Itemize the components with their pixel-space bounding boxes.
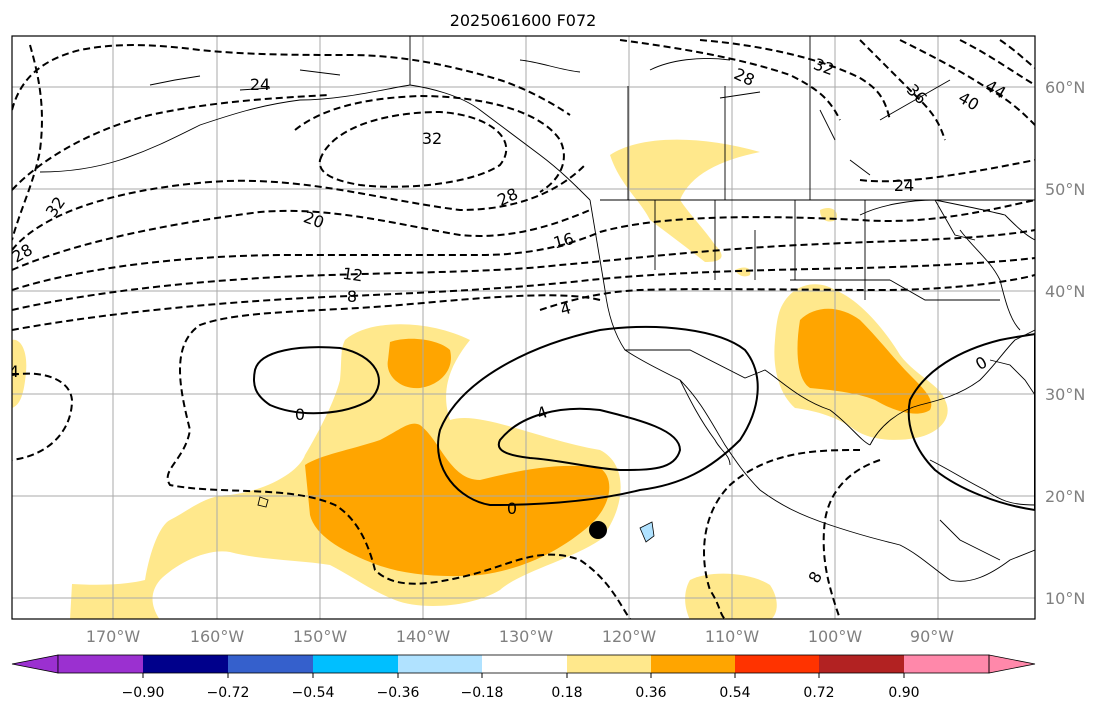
colorbar-tick-label: 0.90 xyxy=(888,685,919,701)
longitude-labels: 170°W 160°W 150°W 140°W 130°W 120°W 110°… xyxy=(86,627,954,646)
colorbar-segment xyxy=(313,655,398,673)
contour-label: 16 xyxy=(551,229,576,253)
map-area: 24 32 28 32 20 28 16 12 8 4 4 0 4 0 0 8 … xyxy=(9,36,1035,619)
contour-label: 4 xyxy=(9,362,19,381)
colorbar-tick-label: 0.36 xyxy=(635,685,666,701)
contour-label: 24 xyxy=(250,75,270,94)
colorbar-ticks xyxy=(142,673,905,678)
colorbar-tick-labels: −0.90 −0.72 −0.54 −0.36 −0.18 0.18 0.36 … xyxy=(122,685,920,701)
latitude-labels: 60°N 50°N 40°N 30°N 20°N 10°N xyxy=(1045,78,1085,608)
contour-label: 4 xyxy=(558,298,573,319)
solid-contours xyxy=(252,325,1035,512)
contour-label: 12 xyxy=(341,264,364,286)
contour-label: 24 xyxy=(894,176,914,195)
colorbar-segment xyxy=(143,655,228,673)
lon-label: 90°W xyxy=(910,627,954,646)
map-title: 2025061600 F072 xyxy=(450,11,597,30)
colorbar-segment xyxy=(482,655,567,673)
contour-label: 0 xyxy=(295,405,305,424)
colorbar-segment xyxy=(398,655,482,673)
lon-label: 130°W xyxy=(499,627,554,646)
colorbar-tick-label: 0.54 xyxy=(719,685,750,701)
colorbar: −0.90 −0.72 −0.54 −0.36 −0.18 0.18 0.36 … xyxy=(11,654,1036,701)
lat-label: 50°N xyxy=(1045,180,1085,199)
colorbar-tick-label: −0.72 xyxy=(207,685,250,701)
contour-label: 8 xyxy=(347,287,357,306)
colorbar-segment xyxy=(228,655,313,673)
colorbar-segment xyxy=(735,655,819,673)
lon-label: 110°W xyxy=(705,627,760,646)
lat-label: 30°N xyxy=(1045,385,1085,404)
coastlines xyxy=(39,36,1035,582)
map-frame xyxy=(11,35,1036,620)
island-shading xyxy=(639,521,655,543)
colorbar-tick-label: 0.72 xyxy=(803,685,834,701)
colorbar-extend-low xyxy=(11,654,59,674)
colorbar-tick-label: −0.54 xyxy=(292,685,335,701)
lon-label: 150°W xyxy=(293,627,348,646)
lon-label: 140°W xyxy=(396,627,451,646)
colorbar-segment xyxy=(567,655,651,673)
shading-dark xyxy=(305,308,932,577)
colorbar-segment xyxy=(904,655,989,673)
colorbar-segment xyxy=(651,655,735,673)
colorbar-extend-high xyxy=(988,654,1036,674)
lat-label: 10°N xyxy=(1045,589,1085,608)
colorbar-tick-label: −0.18 xyxy=(461,685,504,701)
contour-label: 32 xyxy=(422,129,442,148)
colorbar-segment xyxy=(819,655,904,673)
lon-label: 100°W xyxy=(808,627,863,646)
contour-label: 0 xyxy=(507,499,517,518)
colorbar-tick-label: −0.90 xyxy=(122,685,165,701)
dashed-contours xyxy=(12,39,1035,619)
lon-label: 160°W xyxy=(190,627,245,646)
lat-label: 20°N xyxy=(1045,487,1085,506)
lat-label: 40°N xyxy=(1045,282,1085,301)
lon-label: 170°W xyxy=(86,627,141,646)
colorbar-outline xyxy=(57,654,990,674)
colorbar-tick-label: 0.18 xyxy=(551,685,582,701)
colorbar-tick-label: −0.36 xyxy=(377,685,420,701)
lat-label: 60°N xyxy=(1045,78,1085,97)
lon-label: 120°W xyxy=(602,627,657,646)
storm-center-marker xyxy=(589,521,607,539)
colorbar-segment xyxy=(58,655,143,673)
